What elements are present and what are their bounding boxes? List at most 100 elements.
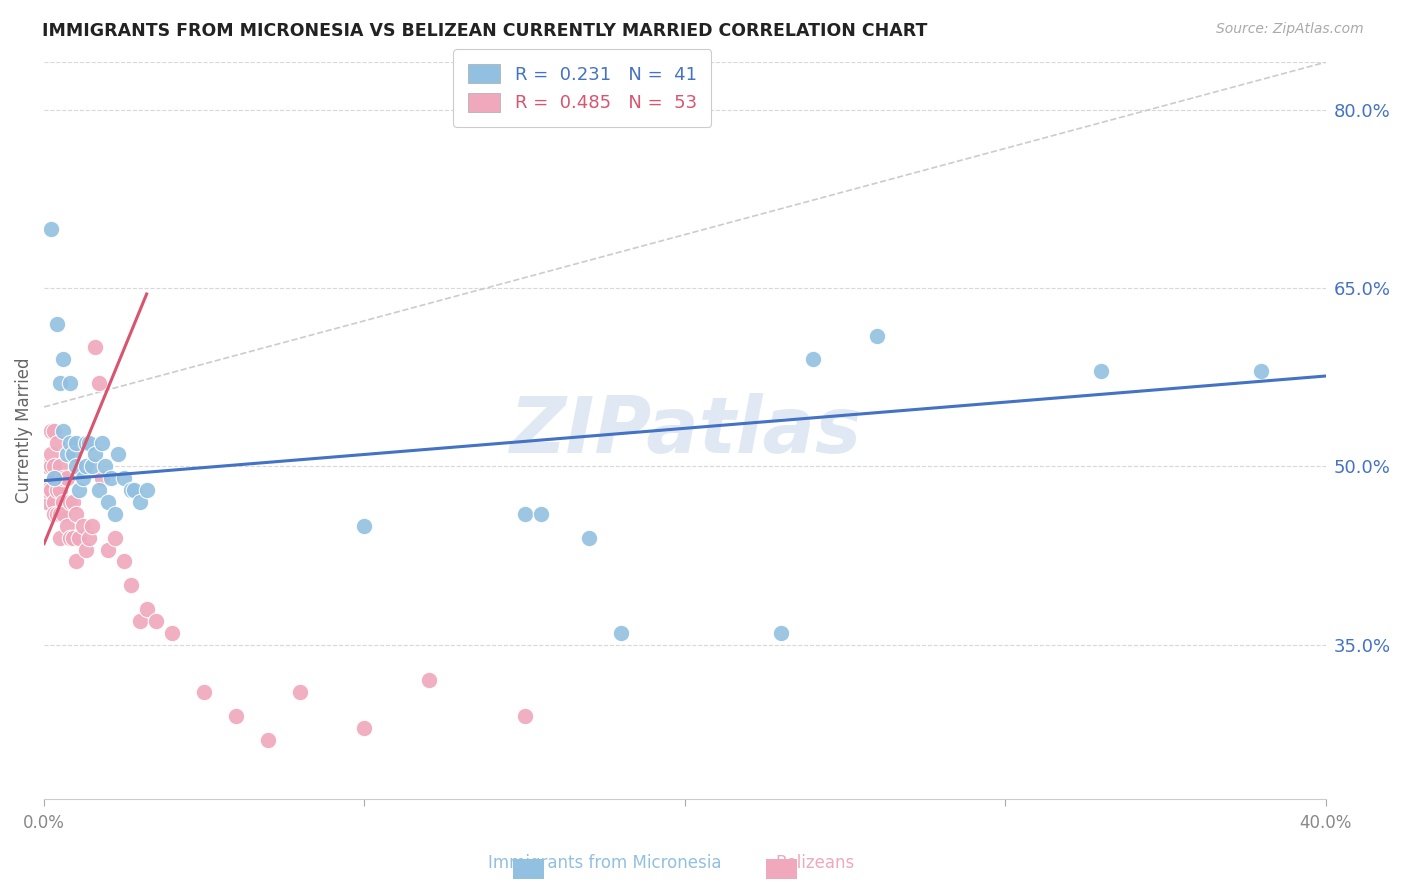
Point bbox=[77, 531, 100, 545]
Point bbox=[45, 483, 67, 497]
Point bbox=[62, 495, 84, 509]
Point bbox=[45, 507, 67, 521]
Point bbox=[193, 685, 215, 699]
Point bbox=[39, 483, 62, 497]
Text: Immigrants from Micronesia: Immigrants from Micronesia bbox=[488, 855, 721, 872]
Point bbox=[97, 495, 120, 509]
Point bbox=[55, 447, 77, 461]
Point bbox=[290, 685, 312, 699]
Point bbox=[87, 483, 110, 497]
Point bbox=[59, 495, 82, 509]
Point bbox=[72, 471, 94, 485]
Point bbox=[801, 352, 824, 367]
Point bbox=[65, 459, 87, 474]
Point bbox=[37, 459, 59, 474]
Point bbox=[120, 578, 142, 592]
Point bbox=[84, 447, 107, 461]
Point bbox=[65, 507, 87, 521]
Point bbox=[75, 435, 97, 450]
Point bbox=[122, 483, 145, 497]
Text: Source: ZipAtlas.com: Source: ZipAtlas.com bbox=[1216, 22, 1364, 37]
Point bbox=[120, 483, 142, 497]
Point bbox=[42, 424, 65, 438]
Point bbox=[52, 507, 75, 521]
Point bbox=[42, 507, 65, 521]
Point bbox=[1090, 364, 1112, 378]
Point bbox=[610, 625, 633, 640]
Point bbox=[578, 531, 600, 545]
Text: IMMIGRANTS FROM MICRONESIA VS BELIZEAN CURRENTLY MARRIED CORRELATION CHART: IMMIGRANTS FROM MICRONESIA VS BELIZEAN C… bbox=[42, 22, 928, 40]
Point bbox=[513, 507, 536, 521]
Point bbox=[62, 447, 84, 461]
Point bbox=[112, 554, 135, 568]
Text: Belizeans: Belizeans bbox=[776, 855, 855, 872]
Point bbox=[112, 471, 135, 485]
Point bbox=[97, 542, 120, 557]
Point bbox=[65, 554, 87, 568]
Point bbox=[55, 518, 77, 533]
Point bbox=[49, 376, 72, 391]
Point bbox=[104, 531, 127, 545]
Point bbox=[52, 424, 75, 438]
Point bbox=[52, 495, 75, 509]
Point bbox=[67, 531, 90, 545]
Point bbox=[84, 341, 107, 355]
Point bbox=[225, 709, 247, 723]
Point bbox=[59, 531, 82, 545]
Point bbox=[866, 328, 889, 343]
Point bbox=[135, 602, 157, 616]
Point bbox=[52, 352, 75, 367]
Point bbox=[129, 495, 152, 509]
Point bbox=[107, 447, 129, 461]
Point bbox=[100, 471, 122, 485]
Point bbox=[162, 625, 184, 640]
Point bbox=[418, 673, 440, 688]
Point bbox=[45, 317, 67, 331]
Point bbox=[82, 518, 104, 533]
Point bbox=[135, 483, 157, 497]
Point bbox=[1250, 364, 1272, 378]
Point bbox=[129, 614, 152, 628]
Point bbox=[39, 221, 62, 235]
Point bbox=[75, 459, 97, 474]
Point bbox=[94, 459, 117, 474]
Point bbox=[39, 447, 62, 461]
Point bbox=[49, 483, 72, 497]
Point bbox=[42, 495, 65, 509]
Point bbox=[42, 471, 65, 485]
Point bbox=[42, 459, 65, 474]
Point bbox=[67, 483, 90, 497]
Point bbox=[257, 732, 280, 747]
Point bbox=[145, 614, 167, 628]
Point bbox=[530, 507, 553, 521]
Y-axis label: Currently Married: Currently Married bbox=[15, 358, 32, 503]
Legend: R =  0.231   N =  41, R =  0.485   N =  53: R = 0.231 N = 41, R = 0.485 N = 53 bbox=[453, 49, 711, 127]
Point bbox=[75, 542, 97, 557]
Point bbox=[49, 531, 72, 545]
Point bbox=[39, 459, 62, 474]
Point bbox=[49, 507, 72, 521]
Point bbox=[37, 495, 59, 509]
Point bbox=[77, 435, 100, 450]
Point bbox=[55, 471, 77, 485]
Point bbox=[104, 507, 127, 521]
Point bbox=[52, 471, 75, 485]
Point bbox=[45, 435, 67, 450]
Point bbox=[90, 471, 112, 485]
Point bbox=[82, 459, 104, 474]
Point bbox=[59, 376, 82, 391]
Point bbox=[353, 518, 375, 533]
Point bbox=[62, 531, 84, 545]
Point bbox=[90, 435, 112, 450]
Point bbox=[59, 435, 82, 450]
Point bbox=[87, 376, 110, 391]
Point bbox=[49, 459, 72, 474]
Point bbox=[42, 471, 65, 485]
Point bbox=[65, 435, 87, 450]
Point bbox=[72, 518, 94, 533]
Point bbox=[353, 721, 375, 735]
Point bbox=[513, 709, 536, 723]
Text: ZIPatlas: ZIPatlas bbox=[509, 392, 860, 468]
Point bbox=[37, 483, 59, 497]
Point bbox=[39, 424, 62, 438]
